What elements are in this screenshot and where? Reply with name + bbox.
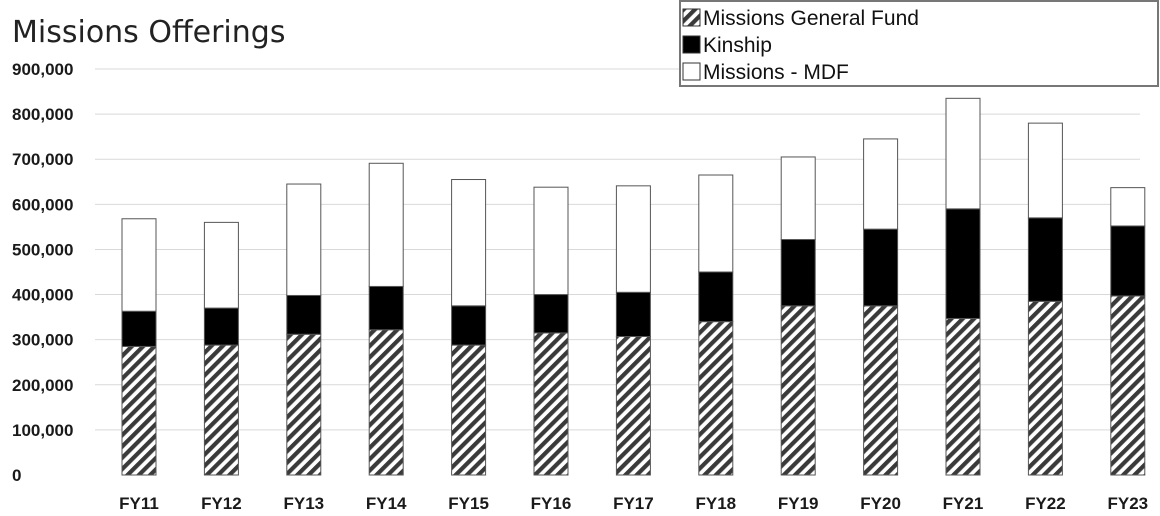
x-tick-label: FY15 [448,494,489,513]
bar-segment-kinship [368,285,404,331]
bar-segment-missions-mdf [1027,122,1063,219]
bar-segment-missions-general-fund [533,332,569,476]
bar-segment-missions-general-fund [451,344,487,476]
y-tick-label: 300,000 [12,331,73,350]
x-tick-label: FY13 [283,494,324,513]
legend-swatch [682,35,701,54]
legend-swatch [682,8,701,27]
legend-box [679,0,1159,87]
bar-segment-kinship [615,291,651,338]
bar-segment-missions-general-fund [286,333,322,476]
bar-segment-kinship [121,310,157,347]
y-tick-label: 700,000 [12,150,73,169]
y-tick-label: 900,000 [12,60,73,79]
y-tick-label: 0 [12,466,21,485]
bar-segment-missions-mdf [615,185,651,293]
bar-segment-missions-general-fund [1027,300,1063,476]
bar-segment-missions-general-fund [780,305,816,476]
x-axis-tick-labels: FY11 FY12 FY13 FY14 FY15 FY16 FY17 FY18 FY19 FY20… [119,494,1148,513]
bar-segment-missions-mdf [533,186,569,296]
y-tick-label: 400,000 [12,286,73,305]
bar-segment-missions-general-fund [863,305,899,476]
x-tick-label: FY17 [613,494,654,513]
x-tick-label: FY12 [201,494,242,513]
bar-segment-missions-general-fund [121,345,157,476]
bar-segment-missions-mdf [451,179,487,307]
legend: Missions General Fund Kinship Missions - M… [679,0,1159,87]
x-tick-label: FY14 [366,494,407,513]
legend-label: Kinship [703,34,772,57]
bar-segment-missions-general-fund [698,321,734,476]
x-tick-label: FY21 [943,494,984,513]
bar-segment-missions-general-fund [1110,295,1146,476]
y-tick-label: 800,000 [12,105,73,124]
bar-segment-kinship [203,307,239,346]
y-axis-tick-labels: 0 100,000 200,000 300,000 400,000 500,000 600,… [12,60,73,485]
x-tick-label: FY23 [1107,494,1148,513]
bar-segment-missions-mdf [698,174,734,273]
bar-segment-missions-mdf [286,183,322,296]
x-tick-label: FY11 [119,494,159,513]
bar-segment-missions-mdf [863,138,899,230]
legend-swatch [682,62,701,81]
bar-segment-kinship [1110,225,1146,297]
bar-segment-kinship [698,271,734,323]
x-tick-label: FY22 [1025,494,1066,513]
bar-segment-kinship [780,239,816,307]
bar-segment-kinship [945,208,981,319]
y-tick-label: 200,000 [12,376,73,395]
y-tick-label: 600,000 [12,195,73,214]
y-tick-label: 500,000 [12,240,73,259]
legend-label: Missions General Fund [703,7,919,30]
y-tick-label: 100,000 [12,421,73,440]
x-tick-label: FY16 [531,494,572,513]
bar-segment-missions-mdf [203,221,239,309]
chart-title: Missions Offerings [12,15,285,50]
bar-segment-missions-general-fund [945,317,981,476]
bar-segment-missions-mdf [945,97,981,210]
legend-label: Missions - MDF [703,61,849,84]
bar-segment-missions-mdf [1110,187,1146,227]
bar-segment-kinship [286,294,322,335]
bar-segment-missions-mdf [368,162,404,287]
x-tick-label: FY19 [778,494,819,513]
bar-segment-kinship [533,294,569,334]
bar-segment-kinship [1027,217,1063,302]
bar-segment-missions-general-fund [615,336,651,476]
bar-segment-kinship [863,228,899,307]
bar-segment-missions-general-fund [368,329,404,476]
bar-segment-kinship [451,305,487,346]
bars [121,97,1146,476]
x-tick-label: FY20 [860,494,901,513]
x-tick-label: FY18 [695,494,736,513]
bar-segment-missions-mdf [121,218,157,312]
bar-segment-missions-mdf [780,156,816,241]
bar-segment-missions-general-fund [203,344,239,476]
